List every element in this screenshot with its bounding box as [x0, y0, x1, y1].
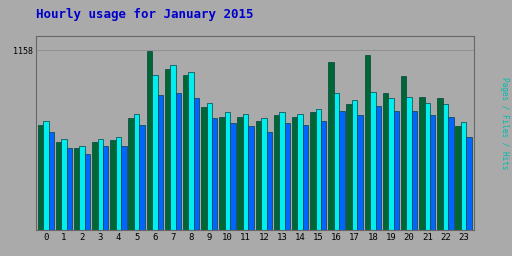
Bar [303, 125, 308, 230]
Bar [212, 118, 218, 230]
Bar [279, 112, 285, 230]
Bar [424, 103, 430, 230]
Bar [334, 93, 339, 230]
Bar [183, 75, 188, 230]
Bar [206, 103, 212, 230]
Bar [437, 98, 443, 230]
Bar [456, 126, 461, 230]
Bar [67, 148, 72, 230]
Bar [129, 118, 134, 230]
Bar [110, 140, 116, 230]
Bar [139, 125, 145, 230]
Text: Hourly usage for January 2015: Hourly usage for January 2015 [36, 8, 253, 21]
Bar [238, 117, 243, 230]
Bar [274, 115, 279, 230]
Bar [328, 62, 334, 230]
Bar [448, 117, 454, 230]
Bar [74, 148, 79, 230]
Bar [43, 121, 49, 230]
Bar [285, 123, 290, 230]
Bar [357, 115, 363, 230]
Bar [49, 132, 54, 230]
Bar [430, 115, 435, 230]
Bar [56, 142, 61, 230]
Bar [407, 97, 412, 230]
Bar [248, 126, 254, 230]
Bar [98, 138, 103, 230]
Bar [370, 92, 375, 230]
Bar [401, 76, 407, 230]
Bar [170, 66, 176, 230]
Bar [230, 123, 236, 230]
Bar [121, 146, 126, 230]
Bar [383, 93, 388, 230]
Bar [365, 55, 370, 230]
Bar [443, 104, 448, 230]
Bar [225, 112, 230, 230]
Bar [103, 146, 109, 230]
Bar [219, 117, 225, 230]
Bar [243, 114, 248, 230]
Bar [310, 112, 315, 230]
Bar [394, 111, 399, 230]
Bar [188, 72, 194, 230]
Bar [255, 121, 261, 230]
Bar [79, 146, 85, 230]
Bar [461, 122, 466, 230]
Bar [466, 137, 472, 230]
Bar [92, 142, 98, 230]
Bar [419, 97, 424, 230]
Bar [61, 138, 67, 230]
Bar [352, 100, 357, 230]
Bar [116, 137, 121, 230]
Bar [412, 111, 417, 230]
Bar [165, 69, 170, 230]
Bar [38, 125, 43, 230]
Bar [321, 121, 327, 230]
Bar [297, 114, 303, 230]
Bar [146, 51, 152, 230]
Text: Pages / Files / Hits: Pages / Files / Hits [500, 77, 509, 169]
Bar [134, 114, 139, 230]
Bar [201, 108, 206, 230]
Bar [347, 104, 352, 230]
Bar [194, 98, 199, 230]
Bar [158, 95, 163, 230]
Bar [176, 93, 181, 230]
Bar [292, 117, 297, 230]
Bar [388, 98, 394, 230]
Bar [261, 118, 267, 230]
Bar [375, 106, 381, 230]
Bar [315, 109, 321, 230]
Bar [152, 75, 158, 230]
Bar [85, 154, 90, 230]
Bar [267, 132, 272, 230]
Bar [339, 111, 345, 230]
